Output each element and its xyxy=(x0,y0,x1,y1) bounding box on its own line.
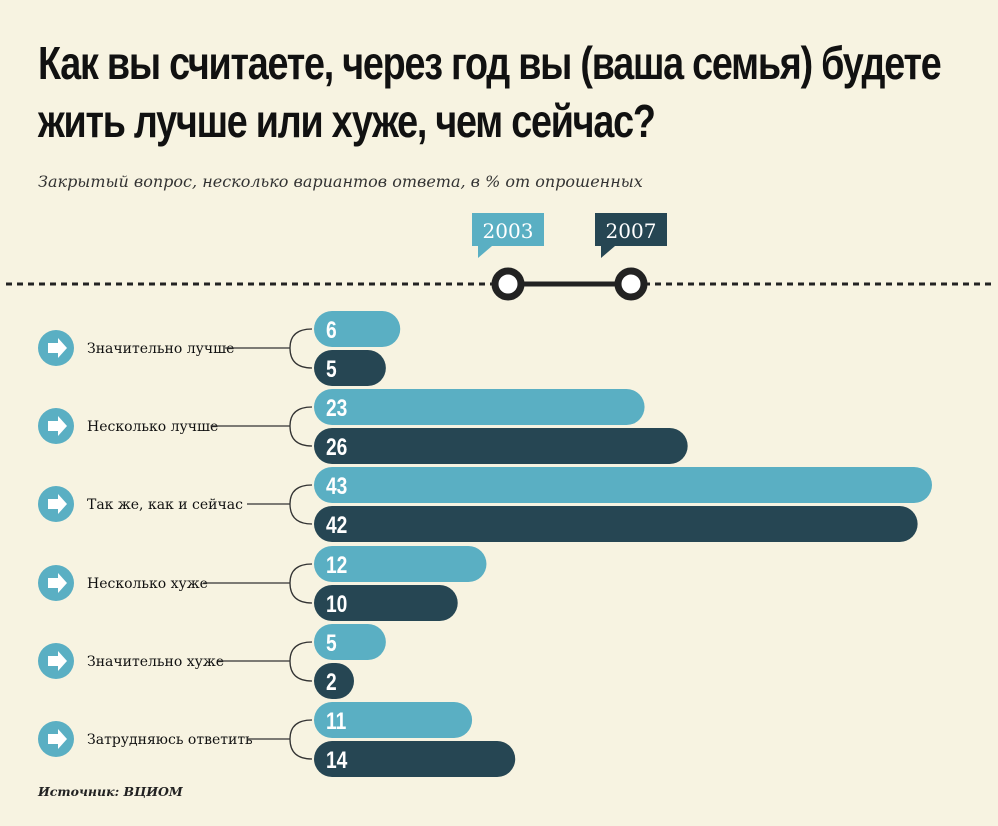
arrow-icon-glyph xyxy=(48,573,67,593)
bar-2007-4 xyxy=(314,585,458,621)
bar-value-label: 11 xyxy=(326,707,346,735)
bar-2007-2 xyxy=(314,428,688,464)
arrow-icon-glyph xyxy=(48,651,67,671)
bracket xyxy=(289,641,313,682)
category-label: Несколько лучше xyxy=(87,419,218,435)
bar-2003-2 xyxy=(314,389,645,425)
bar-value-label: 43 xyxy=(326,472,347,500)
bar-value-label: 14 xyxy=(326,746,347,774)
bracket xyxy=(289,406,313,447)
bar-value-label: 26 xyxy=(326,433,347,461)
arrow-icon-glyph xyxy=(48,494,67,514)
bar-value-label: 5 xyxy=(326,629,337,657)
arrow-icon-glyph xyxy=(48,729,67,749)
bar-value-label: 42 xyxy=(326,511,347,539)
bar-value-label: 2 xyxy=(326,668,337,696)
category-label: Так же, как и сейчас xyxy=(87,497,243,513)
bracket xyxy=(289,484,313,525)
bar-2007-1 xyxy=(314,350,386,386)
arrow-icon-glyph xyxy=(48,416,67,436)
legend-flag-pointer xyxy=(601,246,615,258)
timeline-marker xyxy=(614,267,648,301)
legend-label-2007: 2007 xyxy=(606,219,657,243)
legend-label-2003: 2003 xyxy=(483,219,534,243)
bar-2003-3 xyxy=(314,467,932,503)
bar-2007-3 xyxy=(314,506,918,542)
bracket xyxy=(289,563,313,604)
bar-2003-5 xyxy=(314,624,386,660)
chart-subtitle: Закрытый вопрос, несколько вариантов отв… xyxy=(38,172,643,191)
timeline-marker xyxy=(491,267,525,301)
arrow-icon-glyph xyxy=(48,338,67,358)
legend-flag-2007 xyxy=(595,213,667,246)
bar-value-label: 5 xyxy=(326,355,337,383)
bar-2003-1 xyxy=(314,311,401,347)
bar-value-label: 12 xyxy=(326,551,347,579)
bar-2007-6 xyxy=(314,741,516,777)
bar-value-label: 10 xyxy=(326,590,347,618)
legend-flag-pointer xyxy=(478,246,492,258)
chart-title: Как вы считаете, через год вы (ваша семь… xyxy=(38,37,942,147)
category-label: Значительно лучше xyxy=(87,341,234,357)
bar-2007-5 xyxy=(314,663,354,699)
bar-2003-6 xyxy=(314,702,473,738)
bar-value-label: 23 xyxy=(326,394,347,422)
bar-2003-4 xyxy=(314,546,487,582)
source-note: Источник: ВЦИОМ xyxy=(38,784,183,799)
bar-value-label: 6 xyxy=(326,316,337,344)
bracket xyxy=(289,328,313,369)
category-label: Значительно хуже xyxy=(87,654,224,670)
category-label: Несколько хуже xyxy=(87,576,208,592)
legend-flag-2003 xyxy=(472,213,544,246)
category-label: Затрудняюсь ответить xyxy=(87,732,253,748)
bracket xyxy=(289,719,313,760)
